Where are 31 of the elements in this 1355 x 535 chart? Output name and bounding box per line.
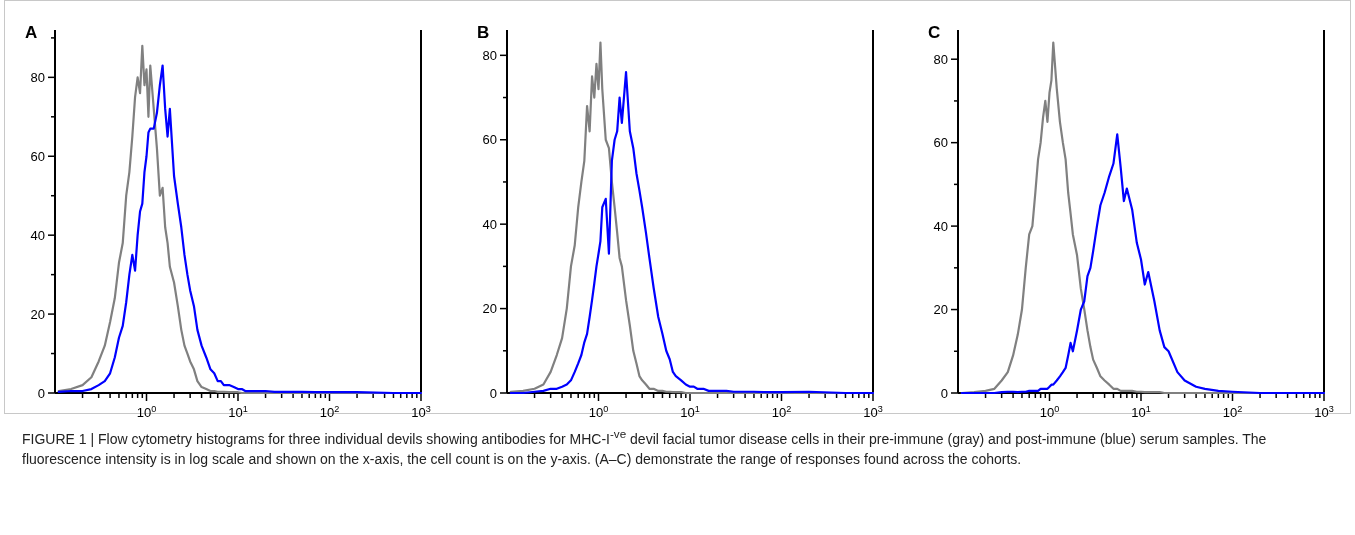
x-tick-label: 10$^{2}$ xyxy=(319,404,340,420)
y-tick-label: 80 xyxy=(482,47,497,63)
y-tick-label: 20 xyxy=(30,306,45,322)
chart-title: A xyxy=(25,23,38,42)
y-tick-label: 40 xyxy=(30,227,45,243)
y-tick-label: 20 xyxy=(933,302,948,318)
y-tick-label: 60 xyxy=(482,132,497,148)
y-tick-label: 60 xyxy=(30,148,45,164)
x-tick-label: 10$^{1}$ xyxy=(228,404,248,420)
y-tick-label: 0 xyxy=(489,385,497,401)
y-tick-label: 40 xyxy=(933,218,948,234)
x-tick-label: 10$^{3}$ xyxy=(411,404,431,420)
y-tick-label: 60 xyxy=(933,135,948,151)
chart-title: B xyxy=(477,23,490,42)
x-tick-label: 10$^{0}$ xyxy=(136,404,157,420)
y-tick-label: 80 xyxy=(933,51,948,67)
x-tick-label: 10$^{3}$ xyxy=(1314,404,1334,420)
x-tick-label: 10$^{2}$ xyxy=(771,404,792,420)
y-tick-label: 0 xyxy=(37,385,45,401)
x-tick-label: 10$^{0}$ xyxy=(588,404,609,420)
x-tick-label: 10$^{3}$ xyxy=(863,404,883,420)
y-tick-label: 40 xyxy=(482,216,497,232)
y-tick-label: 0 xyxy=(940,385,948,401)
chart-title: C xyxy=(928,23,941,42)
caption: FIGURE 1 | Flow cytometry histograms for three individual devils showing antibodies for MHC-I$^{-ve}$ devil facial tumor disease cells in their pre-immune (gray) and post-immune (blue) serum samples. The fluorescence intensity is in log scale and shown on the x-axis, the cell count is on the y-axis. (A–C) demonstrate the range of responses found across the cohorts. xyxy=(22,426,1268,469)
x-tick-label: 10$^{1}$ xyxy=(680,404,700,420)
x-tick-label: 10$^{2}$ xyxy=(1222,404,1243,420)
x-tick-label: 10$^{0}$ xyxy=(1039,404,1060,420)
y-tick-label: 20 xyxy=(482,301,497,317)
x-tick-label: 10$^{1}$ xyxy=(1131,404,1151,420)
y-tick-label: 80 xyxy=(30,69,45,85)
